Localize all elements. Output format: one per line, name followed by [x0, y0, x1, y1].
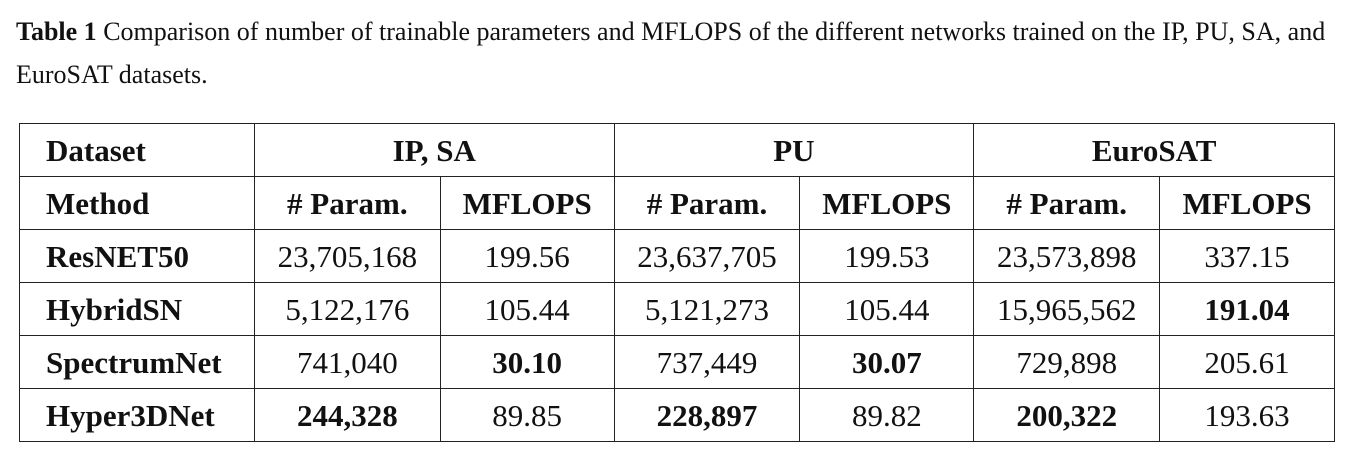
table-cell: 200,322: [973, 388, 1161, 442]
caption-text: Comparison of number of trainable parame…: [16, 17, 1326, 89]
table-cell: 741,040: [253, 335, 441, 389]
table-cell: 23,705,168: [253, 229, 441, 283]
table-cell: 244,328: [253, 388, 441, 442]
column-header: # Param.: [253, 176, 441, 230]
table-caption: Table 1 Comparison of number of trainabl…: [16, 10, 1336, 96]
table-cell: 5,121,273: [613, 282, 801, 336]
table-cell: 729,898: [973, 335, 1161, 389]
method-header-row: Method # Param. MFLOPS # Param. MFLOPS #…: [19, 176, 1335, 230]
table-cell: 23,637,705: [613, 229, 801, 283]
table-cell: 105.44: [799, 282, 975, 336]
table-row: HybridSN 5,122,176 105.44 5,121,273 105.…: [19, 282, 1335, 336]
method-name: ResNET50: [19, 229, 255, 283]
table-cell: 30.10: [439, 335, 615, 389]
column-header: MFLOPS: [1159, 176, 1335, 230]
table-cell: 23,573,898: [973, 229, 1161, 283]
table-cell: 89.85: [439, 388, 615, 442]
table-cell: 199.53: [799, 229, 975, 283]
dataset-header-pu: PU: [613, 123, 975, 177]
table-cell: 205.61: [1159, 335, 1335, 389]
dataset-header-row: Dataset IP, SA PU EuroSAT: [19, 123, 1335, 177]
table-cell: 191.04: [1159, 282, 1335, 336]
column-header: # Param.: [613, 176, 801, 230]
dataset-header-cell: Dataset: [19, 123, 255, 177]
table-row: SpectrumNet 741,040 30.10 737,449 30.07 …: [19, 335, 1335, 389]
table-cell: 193.63: [1159, 388, 1335, 442]
column-header: MFLOPS: [439, 176, 615, 230]
table-row: ResNET50 23,705,168 199.56 23,637,705 19…: [19, 229, 1335, 283]
comparison-table: Dataset IP, SA PU EuroSAT Method # Param…: [19, 123, 1335, 442]
table-cell: 15,965,562: [973, 282, 1161, 336]
dataset-header-eurosat: EuroSAT: [973, 123, 1335, 177]
caption-label: Table 1: [16, 17, 97, 46]
table-cell: 337.15: [1159, 229, 1335, 283]
table-cell: 5,122,176: [253, 282, 441, 336]
table-cell: 105.44: [439, 282, 615, 336]
method-header-cell: Method: [19, 176, 255, 230]
table-cell: 737,449: [613, 335, 801, 389]
column-header: # Param.: [973, 176, 1161, 230]
table-row: Hyper3DNet 244,328 89.85 228,897 89.82 2…: [19, 388, 1335, 442]
dataset-header-ip-sa: IP, SA: [253, 123, 615, 177]
table-cell: 199.56: [439, 229, 615, 283]
table-cell: 89.82: [799, 388, 975, 442]
method-name: Hyper3DNet: [19, 388, 255, 442]
table-cell: 30.07: [799, 335, 975, 389]
method-name: HybridSN: [19, 282, 255, 336]
table-cell: 228,897: [613, 388, 801, 442]
column-header: MFLOPS: [799, 176, 975, 230]
method-name: SpectrumNet: [19, 335, 255, 389]
